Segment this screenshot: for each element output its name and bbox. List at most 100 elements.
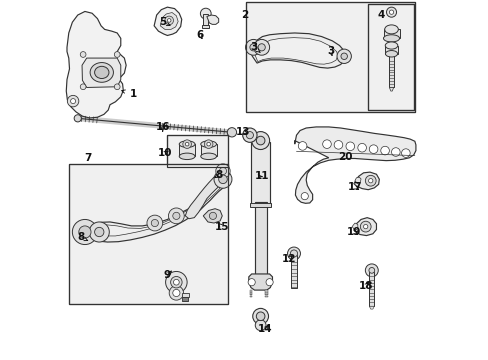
- Circle shape: [169, 286, 183, 300]
- Bar: [367, 4, 413, 110]
- Ellipse shape: [94, 66, 109, 78]
- Circle shape: [80, 51, 86, 57]
- Bar: [254, 202, 266, 277]
- Bar: [368, 272, 373, 306]
- Text: 2: 2: [241, 10, 247, 20]
- Circle shape: [168, 208, 184, 224]
- Bar: [182, 293, 188, 297]
- Circle shape: [218, 175, 227, 184]
- Polygon shape: [203, 209, 222, 223]
- Text: 6: 6: [196, 30, 203, 40]
- Circle shape: [253, 40, 269, 55]
- Polygon shape: [248, 274, 272, 290]
- Text: 4: 4: [376, 10, 384, 20]
- Circle shape: [252, 309, 268, 324]
- Bar: [249, 294, 252, 296]
- Text: 17: 17: [347, 182, 362, 192]
- Circle shape: [256, 312, 264, 320]
- Bar: [179, 144, 195, 156]
- Text: 20: 20: [338, 152, 352, 162]
- Polygon shape: [353, 172, 379, 190]
- Circle shape: [287, 247, 300, 260]
- Polygon shape: [66, 12, 126, 118]
- Bar: [203, 14, 208, 26]
- Circle shape: [363, 225, 367, 229]
- Circle shape: [401, 149, 409, 157]
- Circle shape: [151, 220, 158, 226]
- Circle shape: [368, 145, 377, 153]
- Circle shape: [301, 193, 308, 200]
- Bar: [167, 135, 228, 167]
- Polygon shape: [354, 177, 360, 184]
- Circle shape: [227, 128, 236, 137]
- Ellipse shape: [384, 25, 398, 34]
- Bar: [367, 4, 413, 110]
- Polygon shape: [388, 87, 393, 91]
- Polygon shape: [206, 15, 218, 24]
- Bar: [383, 30, 399, 39]
- Text: 11: 11: [254, 171, 268, 181]
- Polygon shape: [83, 178, 225, 242]
- Polygon shape: [185, 172, 225, 219]
- Circle shape: [242, 128, 257, 142]
- Circle shape: [391, 148, 399, 156]
- Bar: [388, 54, 393, 87]
- Bar: [246, 3, 414, 112]
- Circle shape: [245, 40, 261, 55]
- Circle shape: [340, 53, 346, 59]
- Bar: [201, 144, 216, 156]
- Bar: [250, 142, 270, 205]
- Circle shape: [209, 212, 216, 220]
- Circle shape: [368, 179, 372, 183]
- Bar: [182, 297, 188, 301]
- Circle shape: [94, 227, 104, 237]
- Polygon shape: [294, 127, 415, 203]
- Text: 16: 16: [155, 122, 170, 132]
- Ellipse shape: [179, 153, 195, 159]
- Text: 3: 3: [326, 46, 333, 56]
- Polygon shape: [255, 38, 337, 64]
- Ellipse shape: [179, 141, 195, 147]
- Polygon shape: [368, 306, 373, 309]
- Bar: [69, 164, 228, 304]
- Circle shape: [386, 7, 396, 17]
- Circle shape: [164, 16, 173, 25]
- Circle shape: [214, 170, 231, 188]
- Circle shape: [147, 215, 163, 231]
- Text: 15: 15: [214, 222, 229, 231]
- Circle shape: [298, 141, 306, 150]
- Bar: [202, 25, 209, 28]
- Circle shape: [167, 19, 171, 22]
- Circle shape: [322, 140, 330, 148]
- Bar: [246, 3, 414, 112]
- Circle shape: [360, 221, 370, 232]
- Text: 14: 14: [258, 324, 272, 334]
- Ellipse shape: [90, 63, 113, 82]
- Polygon shape: [351, 223, 357, 230]
- Circle shape: [172, 212, 180, 220]
- Circle shape: [346, 142, 354, 150]
- Circle shape: [172, 289, 180, 297]
- Polygon shape: [91, 184, 220, 236]
- Circle shape: [170, 276, 182, 288]
- Circle shape: [185, 142, 188, 146]
- Circle shape: [173, 279, 179, 285]
- Circle shape: [365, 175, 375, 186]
- Circle shape: [290, 250, 297, 257]
- Bar: [249, 291, 252, 292]
- Circle shape: [89, 222, 109, 242]
- Circle shape: [365, 264, 378, 277]
- Circle shape: [255, 320, 265, 330]
- Circle shape: [246, 132, 253, 139]
- Bar: [265, 291, 267, 292]
- Circle shape: [265, 279, 273, 286]
- Circle shape: [80, 84, 86, 90]
- Text: 8: 8: [77, 232, 87, 242]
- Ellipse shape: [383, 35, 399, 42]
- Circle shape: [333, 140, 342, 149]
- Circle shape: [357, 143, 366, 152]
- Circle shape: [256, 136, 264, 145]
- Circle shape: [380, 146, 388, 155]
- Text: 13: 13: [235, 127, 250, 136]
- Bar: [290, 255, 296, 288]
